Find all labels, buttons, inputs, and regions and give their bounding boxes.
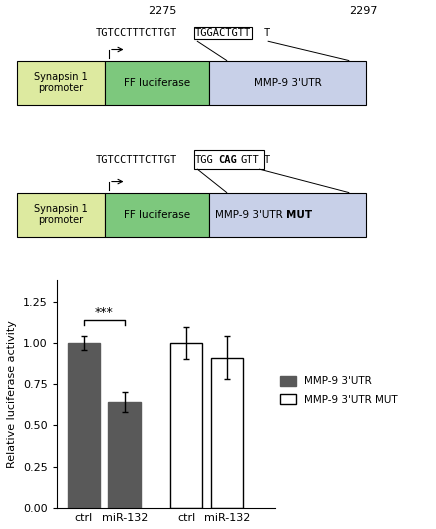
Text: FF luciferase: FF luciferase bbox=[124, 78, 190, 87]
Text: TGG: TGG bbox=[195, 154, 214, 165]
Text: FF luciferase: FF luciferase bbox=[124, 209, 190, 220]
Text: GTT: GTT bbox=[241, 154, 260, 165]
Text: TGTCCTTTCTTGT: TGTCCTTTCTTGT bbox=[96, 28, 177, 38]
Y-axis label: Relative luciferase activity: Relative luciferase activity bbox=[7, 320, 17, 468]
FancyBboxPatch shape bbox=[209, 193, 366, 236]
Bar bbox=[211, 358, 243, 508]
Text: MMP-9 3'UTR: MMP-9 3'UTR bbox=[215, 209, 286, 220]
Text: 2275: 2275 bbox=[148, 5, 177, 15]
FancyBboxPatch shape bbox=[17, 60, 105, 105]
Bar bbox=[109, 403, 141, 508]
Text: TGGACTGTT: TGGACTGTT bbox=[195, 28, 252, 38]
FancyBboxPatch shape bbox=[105, 60, 209, 105]
FancyBboxPatch shape bbox=[209, 60, 366, 105]
Legend: MMP-9 3'UTR, MMP-9 3'UTR MUT: MMP-9 3'UTR, MMP-9 3'UTR MUT bbox=[280, 376, 398, 405]
Text: 2297: 2297 bbox=[349, 5, 377, 15]
FancyBboxPatch shape bbox=[105, 193, 209, 236]
Text: TGTCCTTTCTTGT: TGTCCTTTCTTGT bbox=[96, 154, 177, 165]
Text: MUT: MUT bbox=[286, 209, 312, 220]
Text: T: T bbox=[264, 28, 270, 38]
Text: ***: *** bbox=[95, 306, 114, 319]
Bar bbox=[68, 343, 100, 508]
Text: T: T bbox=[264, 154, 270, 165]
Text: Synapsin 1
promoter: Synapsin 1 promoter bbox=[34, 72, 88, 93]
FancyBboxPatch shape bbox=[17, 193, 105, 236]
Text: CAG: CAG bbox=[218, 154, 237, 165]
Text: Synapsin 1
promoter: Synapsin 1 promoter bbox=[34, 204, 88, 225]
Bar bbox=[170, 343, 202, 508]
Text: MMP-9 3'UTR: MMP-9 3'UTR bbox=[254, 78, 322, 87]
